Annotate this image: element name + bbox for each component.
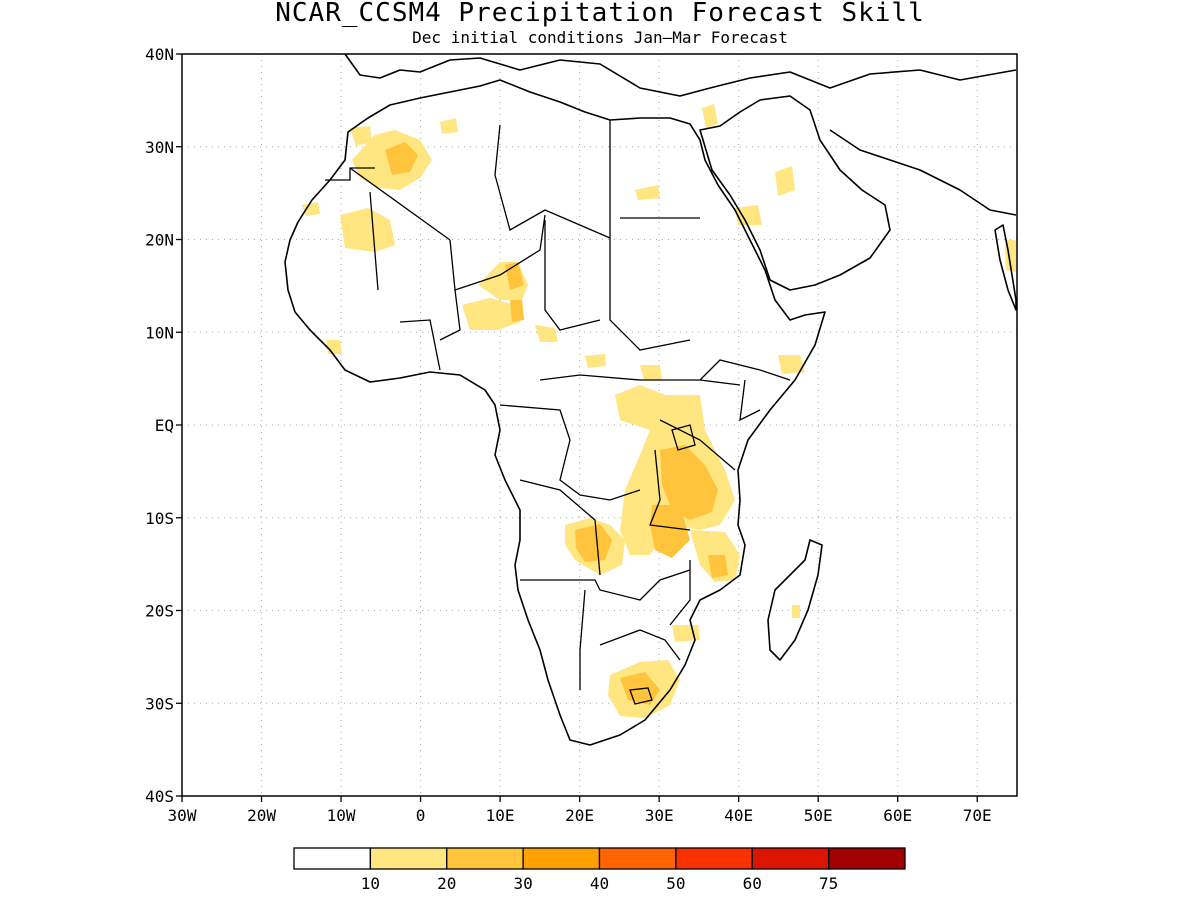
border <box>649 449 691 531</box>
border <box>325 167 375 181</box>
lon-tick-label: 0 <box>416 806 426 825</box>
skill-patch <box>672 625 700 642</box>
border <box>439 289 461 341</box>
skill-shading <box>302 104 1016 718</box>
map-subtitle: Dec initial conditions Jan–Mar Forecast <box>412 28 788 47</box>
lon-tick-label: 10E <box>486 806 515 825</box>
border <box>520 569 691 601</box>
border <box>599 629 681 661</box>
colorbar-swatch <box>522 847 601 870</box>
coastlines <box>284 53 1017 746</box>
lon-tick-label: 20W <box>247 806 276 825</box>
skill-patch <box>326 340 342 354</box>
skill-patch <box>650 505 690 558</box>
india-coastline <box>994 224 1017 311</box>
skill-patch <box>660 445 718 520</box>
skill-patch <box>735 205 762 225</box>
skill-patch <box>440 118 458 134</box>
map-background <box>182 54 1017 796</box>
skill-patch <box>350 126 372 146</box>
country-borders <box>325 120 791 705</box>
skill-patch <box>640 365 662 380</box>
lat-tick-label: 40S <box>145 787 174 806</box>
colorbar-swatch <box>446 847 524 870</box>
lat-tick-label: 20N <box>145 231 174 250</box>
persian-gulf-coastline <box>829 129 1017 216</box>
africa-coastline <box>284 79 826 746</box>
border <box>349 167 451 241</box>
latitude-axis: 40N 30N 20N 10N EQ 10S 20S 30S 40S <box>145 45 182 806</box>
skill-patch <box>510 300 524 322</box>
skill-patch <box>302 202 320 216</box>
border <box>369 191 379 291</box>
border <box>519 479 601 576</box>
skill-patch <box>702 104 718 128</box>
lat-tick-label: 10S <box>145 509 174 528</box>
lat-tick-label: EQ <box>155 416 174 435</box>
border <box>699 359 791 381</box>
colorbar-swatch <box>675 847 753 870</box>
border <box>659 419 736 471</box>
border <box>499 404 641 501</box>
colorbar-swatch <box>293 847 372 870</box>
map-title: NCAR_CCSM4 Precipitation Forecast Skill <box>275 0 925 28</box>
lon-tick-label: 30W <box>168 806 197 825</box>
lon-tick-label: 70E <box>963 806 992 825</box>
skill-patch <box>635 185 660 200</box>
lesotho <box>629 687 653 705</box>
arabia-coastline <box>699 95 891 291</box>
skill-patch <box>778 355 805 374</box>
skill-patch <box>775 166 795 196</box>
lon-tick-label: 30E <box>645 806 674 825</box>
colorbar-label: 40 <box>590 874 609 893</box>
colorbar-label: 50 <box>666 874 685 893</box>
colorbar-swatch <box>751 847 830 870</box>
colorbar-label: 75 <box>819 874 838 893</box>
lat-tick-label: 30S <box>145 694 174 713</box>
colorbar-swatch <box>369 847 448 870</box>
lon-tick-label: 50E <box>804 806 833 825</box>
colorbar: 10 20 30 40 50 60 75 <box>293 847 906 893</box>
colorbar-label: 20 <box>437 874 456 893</box>
lat-tick-label: 40N <box>145 45 174 64</box>
colorbar-label: 10 <box>361 874 380 893</box>
madagascar-coastline <box>767 539 823 661</box>
skill-patch <box>385 142 418 175</box>
skill-patch <box>792 605 800 618</box>
lon-tick-label: 40E <box>724 806 753 825</box>
skill-patch <box>575 524 612 562</box>
lon-tick-label: 20E <box>565 806 594 825</box>
colorbar-label: 30 <box>513 874 532 893</box>
border <box>399 319 441 371</box>
skill-patch <box>462 298 520 330</box>
colorbar-swatch <box>598 847 677 870</box>
border <box>609 120 691 351</box>
colorbar-label: 60 <box>743 874 762 893</box>
lat-tick-label: 10N <box>145 323 174 342</box>
border <box>579 589 586 690</box>
lon-tick-label: 60E <box>883 806 912 825</box>
longitude-axis: 30W 20W 10W 0 10E 20E 30E 40E 50E 60E 70E <box>168 796 992 825</box>
border <box>669 560 691 626</box>
border <box>539 374 741 386</box>
border <box>739 379 761 422</box>
skill-patch <box>535 325 558 342</box>
lat-tick-label: 30N <box>145 138 174 157</box>
skill-patch <box>585 354 606 368</box>
lat-tick-label: 20S <box>145 602 174 621</box>
skill-patch <box>708 555 728 578</box>
lake-victoria <box>671 424 696 451</box>
colorbar-swatch <box>827 847 906 870</box>
eurasia-coastline <box>344 53 1017 97</box>
border <box>544 220 601 331</box>
skill-patch <box>340 208 395 252</box>
border <box>494 124 611 239</box>
lon-tick-label: 10W <box>327 806 356 825</box>
border <box>449 214 546 291</box>
